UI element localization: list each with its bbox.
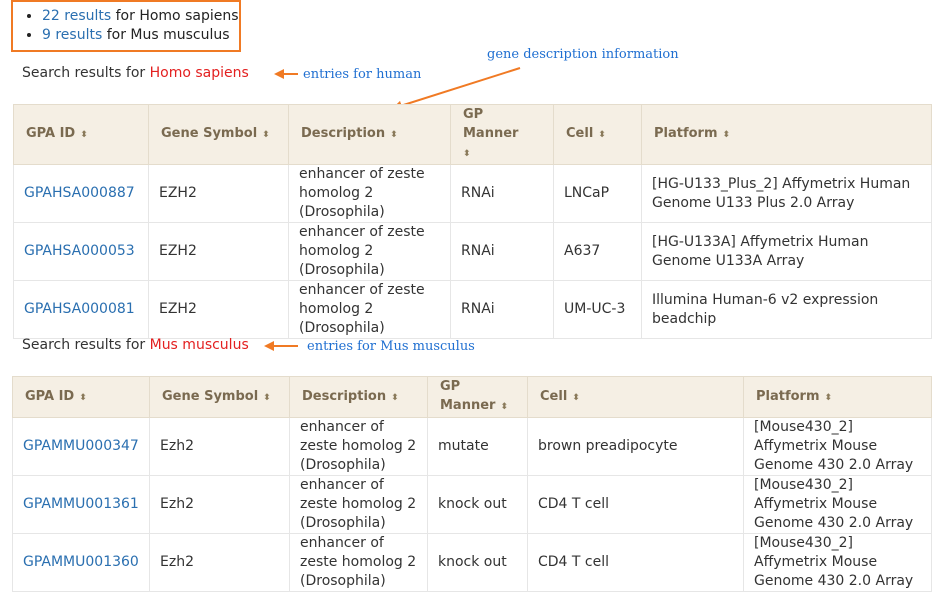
gene-symbol-cell: Ezh2 <box>149 417 290 476</box>
description-cell: enhancer of zeste homolog 2 (Drosophila) <box>289 417 428 476</box>
species-name-mouse: Mus musculus <box>149 337 249 353</box>
sort-icon[interactable]: ⬍ <box>500 402 508 412</box>
platform-cell: Illumina Human-6 v2 expression beadchip <box>641 280 932 339</box>
description-cell: enhancer of zeste homolog 2 (Drosophila) <box>288 164 451 223</box>
sort-icon[interactable]: ⬍ <box>572 392 580 403</box>
sort-icon[interactable]: ⬍ <box>80 130 88 140</box>
human-search-heading: Search results for Homo sapiens <box>22 65 249 81</box>
description-cell: enhancer of zeste homolog 2 (Drosophila) <box>288 280 451 339</box>
species-name-human: Homo sapiens <box>149 65 249 81</box>
gpa-id-cell: GPAHSA000081 <box>13 280 149 339</box>
sort-icon[interactable]: ⬍ <box>263 392 271 403</box>
column-header-gpa-id[interactable]: GPA ID ⬍ <box>12 376 150 418</box>
column-header-gp-manner[interactable]: GP Manner ⬍ <box>427 376 528 418</box>
gpa-id-link[interactable]: GPAHSA000081 <box>24 301 135 317</box>
cell-cell: UM-UC-3 <box>553 280 642 339</box>
column-header-gene-symbol[interactable]: Gene Symbol ⬍ <box>149 376 290 418</box>
gp-manner-cell: RNAi <box>450 280 554 339</box>
summary-item-human: 22 results for Homo sapiens <box>42 7 239 26</box>
results-summary-box: 22 results for Homo sapiens 9 results fo… <box>11 0 241 52</box>
sort-icon[interactable]: ⬍ <box>463 149 471 159</box>
sort-icon[interactable]: ⬍ <box>79 392 87 403</box>
platform-cell: [Mouse430_2] Affymetrix Mouse Genome 430… <box>743 533 932 592</box>
sort-icon[interactable]: ⬍ <box>390 130 398 140</box>
gene-symbol-cell: EZH2 <box>148 280 289 339</box>
gene-symbol-cell: Ezh2 <box>149 475 290 534</box>
cell-cell: CD4 T cell <box>527 533 744 592</box>
table-header-row: GPA ID ⬍ Gene Symbol ⬍ Description ⬍ GP Man… <box>13 104 932 165</box>
human-results-table: GPA ID ⬍ Gene Symbol ⬍ Description ⬍ GP Man… <box>13 104 932 339</box>
summary-item-text: for Homo sapiens <box>111 8 239 24</box>
gp-manner-cell: RNAi <box>450 222 554 281</box>
column-header-platform[interactable]: Platform ⬍ <box>743 376 932 418</box>
gpa-id-cell: GPAMMU001361 <box>12 475 150 534</box>
table-row: GPAHSA000053 EZH2 enhancer of zeste homo… <box>13 222 932 281</box>
column-header-platform[interactable]: Platform ⬍ <box>641 104 932 165</box>
mouse-results-table: GPA ID ⬍ Gene Symbol ⬍ Description ⬍ GP Man… <box>12 376 932 592</box>
sort-icon[interactable]: ⬍ <box>598 130 606 140</box>
description-cell: enhancer of zeste homolog 2 (Drosophila) <box>288 222 451 281</box>
cell-cell: brown preadipocyte <box>527 417 744 476</box>
gpa-id-link[interactable]: GPAMMU000347 <box>23 438 139 454</box>
description-cell: enhancer of zeste homolog 2 (Drosophila) <box>289 533 428 592</box>
column-header-description[interactable]: Description ⬍ <box>289 376 428 418</box>
gp-manner-cell: knock out <box>427 533 528 592</box>
gene-symbol-cell: Ezh2 <box>149 533 290 592</box>
sort-icon[interactable]: ⬍ <box>824 392 833 403</box>
description-cell: enhancer of zeste homolog 2 (Drosophila) <box>289 475 428 534</box>
platform-cell: [HG-U133_Plus_2] Affymetrix Human Genome… <box>641 164 932 223</box>
platform-cell: [Mouse430_2] Affymetrix Mouse Genome 430… <box>743 475 932 534</box>
heading-prefix: Search results for <box>22 337 150 353</box>
sort-icon[interactable]: ⬍ <box>722 130 731 140</box>
gpa-id-link[interactable]: GPAMMU001360 <box>23 554 139 570</box>
gp-manner-cell: RNAi <box>450 164 554 223</box>
heading-prefix: Search results for <box>22 65 150 81</box>
gene-symbol-cell: EZH2 <box>148 222 289 281</box>
cell-cell: A637 <box>553 222 642 281</box>
arrow-to-description <box>392 67 521 111</box>
gp-manner-cell: mutate <box>427 417 528 476</box>
mouse-results-link[interactable]: 9 results <box>42 27 103 43</box>
human-results-link[interactable]: 22 results <box>42 8 112 24</box>
sort-icon[interactable]: ⬍ <box>262 130 270 140</box>
gpa-id-cell: GPAMMU001360 <box>12 533 150 592</box>
table-header-row: GPA ID ⬍ Gene Symbol ⬍ Description ⬍ GP Man… <box>12 376 932 418</box>
annotation-entries-mouse: entries for Mus musculus <box>307 339 475 354</box>
table-row: GPAMMU000347 Ezh2 enhancer of zeste homo… <box>12 417 932 476</box>
gpa-id-cell: GPAMMU000347 <box>12 417 150 476</box>
column-header-cell[interactable]: Cell ⬍ <box>553 104 642 165</box>
sort-icon[interactable]: ⬍ <box>391 392 399 403</box>
column-header-gp-manner[interactable]: GP Manner ⬍ <box>450 104 554 165</box>
platform-cell: [Mouse430_2] Affymetrix Mouse Genome 430… <box>743 417 932 476</box>
mouse-search-heading: Search results for Mus musculus <box>22 337 249 353</box>
column-header-cell[interactable]: Cell ⬍ <box>527 376 744 418</box>
gpa-id-cell: GPAHSA000053 <box>13 222 149 281</box>
results-summary-list: 22 results for Homo sapiens 9 results fo… <box>13 7 239 45</box>
table-row: GPAMMU001361 Ezh2 enhancer of zeste homo… <box>12 475 932 534</box>
summary-item-text: for Mus musculus <box>102 27 230 43</box>
cell-cell: CD4 T cell <box>527 475 744 534</box>
gene-symbol-cell: EZH2 <box>148 164 289 223</box>
gp-manner-cell: knock out <box>427 475 528 534</box>
annotation-entries-human: entries for human <box>303 67 422 82</box>
table-row: GPAMMU001360 Ezh2 enhancer of zeste homo… <box>12 533 932 592</box>
gpa-id-link[interactable]: GPAMMU001361 <box>23 496 139 512</box>
annotation-gene-description: gene description information <box>487 47 679 62</box>
table-row: GPAHSA000887 EZH2 enhancer of zeste homo… <box>13 164 932 223</box>
platform-cell: [HG-U133A] Affymetrix Human Genome U133A… <box>641 222 932 281</box>
summary-item-mouse: 9 results for Mus musculus <box>42 26 239 45</box>
table-row: GPAHSA000081 EZH2 enhancer of zeste homo… <box>13 280 932 339</box>
gpa-id-link[interactable]: GPAHSA000887 <box>24 185 135 201</box>
cell-cell: LNCaP <box>553 164 642 223</box>
column-header-description[interactable]: Description ⬍ <box>288 104 451 165</box>
column-header-gene-symbol[interactable]: Gene Symbol ⬍ <box>148 104 289 165</box>
gpa-id-link[interactable]: GPAHSA000053 <box>24 243 135 259</box>
column-header-gpa-id[interactable]: GPA ID ⬍ <box>13 104 149 165</box>
gpa-id-cell: GPAHSA000887 <box>13 164 149 223</box>
